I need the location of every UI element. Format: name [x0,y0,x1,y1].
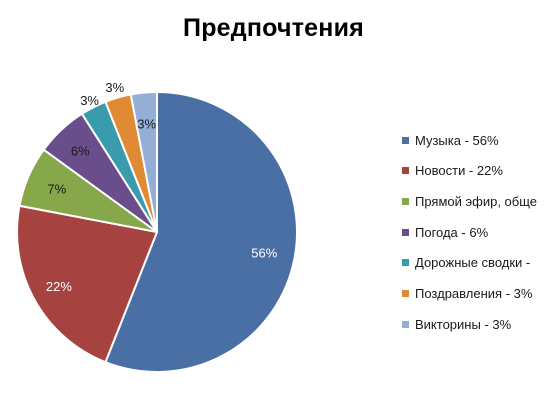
legend-label-traffic: Дорожные сводки - [415,255,531,271]
legend-swatch-live [402,197,409,205]
legend-item-quiz: Викторины - 3% [402,316,550,332]
pie-slice-music [104,90,298,373]
legend-label-quiz: Викторины - 3% [415,316,512,332]
legend-swatch-music [402,136,409,144]
data-label-live: 7% [47,182,66,197]
data-label-news: 22% [46,279,72,294]
legend-swatch-weather [402,228,409,236]
legend-item-weather: Погода - 6% [402,224,550,240]
data-label-music: 56% [251,246,277,261]
data-label-greetings: 3% [105,80,124,95]
legend: Музыка - 56% Новости - 22% Прямой эфир, … [402,132,550,347]
pie-slice-news [16,204,159,364]
legend-label-news: Новости - 22% [415,163,503,179]
legend-swatch-quiz [402,320,409,328]
chart-title: Предпочтения [183,14,364,42]
legend-item-traffic: Дорожные сводки - [402,255,550,271]
data-label-weather: 6% [71,143,90,158]
legend-swatch-greetings [402,289,409,297]
pie-slice-quiz [129,90,158,233]
legend-item-greetings: Поздравления - 3% [402,285,550,301]
pie-data-labels: 56% 22% 7% 6% 3% 3% 3% [46,80,278,294]
legend-swatch-news [402,167,409,175]
legend-label-weather: Погода - 6% [415,224,489,240]
legend-item-news: Новости - 22% [402,163,550,179]
legend-label-greetings: Поздравления - 3% [415,285,533,301]
data-label-traffic: 3% [80,93,99,108]
legend-label-music: Музыка - 56% [415,132,499,148]
pie-slices [16,90,298,373]
legend-item-music: Музыка - 56% [402,132,550,148]
legend-label-live: Прямой эфир, обще [415,193,538,209]
data-label-quiz: 3% [137,116,156,131]
legend-item-live: Прямой эфир, обще [402,193,550,209]
legend-swatch-traffic [402,259,409,267]
